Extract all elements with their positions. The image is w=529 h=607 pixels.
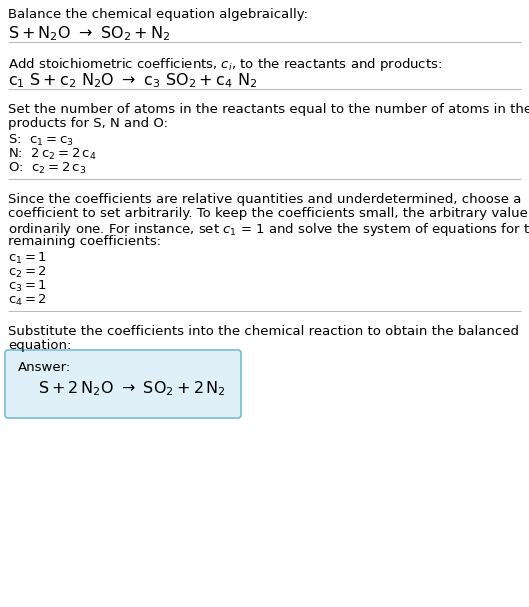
Text: products for S, N and O:: products for S, N and O: (8, 117, 168, 130)
Text: Add stoichiometric coefficients, $\mathit{c_i}$, to the reactants and products:: Add stoichiometric coefficients, $\mathi… (8, 56, 442, 73)
Text: $\mathsf{c_2 = 2}$: $\mathsf{c_2 = 2}$ (8, 265, 47, 280)
Text: $\mathsf{c_3 = 1}$: $\mathsf{c_3 = 1}$ (8, 279, 47, 294)
Text: N:  $\mathsf{2\,c_2 = 2\,c_4}$: N: $\mathsf{2\,c_2 = 2\,c_4}$ (8, 147, 97, 162)
Text: $\mathsf{c_1 = 1}$: $\mathsf{c_1 = 1}$ (8, 251, 47, 266)
Text: ordinarily one. For instance, set $\mathit{c_1}$ = 1 and solve the system of equ: ordinarily one. For instance, set $\math… (8, 221, 529, 238)
Text: $\mathsf{S + N_2O\ \rightarrow\ SO_2 + N_2}$: $\mathsf{S + N_2O\ \rightarrow\ SO_2 + N… (8, 24, 170, 42)
Text: remaining coefficients:: remaining coefficients: (8, 235, 161, 248)
Text: coefficient to set arbitrarily. To keep the coefficients small, the arbitrary va: coefficient to set arbitrarily. To keep … (8, 207, 529, 220)
Text: Since the coefficients are relative quantities and underdetermined, choose a: Since the coefficients are relative quan… (8, 193, 522, 206)
Text: equation:: equation: (8, 339, 71, 352)
FancyBboxPatch shape (5, 350, 241, 418)
Text: $\mathsf{S + 2\,N_2O\ \rightarrow\ SO_2 + 2\,N_2}$: $\mathsf{S + 2\,N_2O\ \rightarrow\ SO_2 … (38, 379, 226, 398)
Text: $\mathsf{c_1\ S + c_2\ N_2O\ \rightarrow\ c_3\ SO_2 + c_4\ N_2}$: $\mathsf{c_1\ S + c_2\ N_2O\ \rightarrow… (8, 71, 257, 90)
Text: Answer:: Answer: (18, 361, 71, 374)
Text: $\mathsf{c_4 = 2}$: $\mathsf{c_4 = 2}$ (8, 293, 47, 308)
Text: O:  $\mathsf{c_2 = 2\,c_3}$: O: $\mathsf{c_2 = 2\,c_3}$ (8, 161, 86, 176)
Text: S:  $\mathsf{c_1 = c_3}$: S: $\mathsf{c_1 = c_3}$ (8, 133, 74, 148)
Text: Set the number of atoms in the reactants equal to the number of atoms in the: Set the number of atoms in the reactants… (8, 103, 529, 116)
Text: Balance the chemical equation algebraically:: Balance the chemical equation algebraica… (8, 8, 308, 21)
Text: Substitute the coefficients into the chemical reaction to obtain the balanced: Substitute the coefficients into the che… (8, 325, 519, 338)
